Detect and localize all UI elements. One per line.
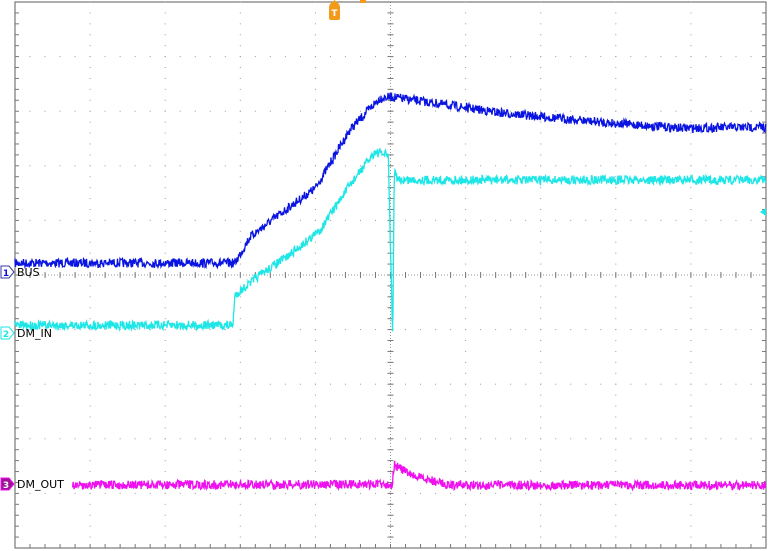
trigger-icon [329, 5, 340, 20]
trace-bus [14, 92, 767, 270]
channel-label: BUS [17, 266, 40, 279]
channel-label: DM_IN [17, 327, 52, 340]
channel-1-marker[interactable]: 1 BUS [0, 265, 40, 279]
channel-2-marker[interactable]: 2 DM_IN [0, 326, 52, 340]
channel-number: 2 [3, 330, 9, 340]
channel-label: DM_OUT [17, 478, 64, 491]
trace-dm-out [71, 460, 767, 492]
trace-dm-in [14, 147, 767, 332]
trigger-position-marker: T [329, 0, 340, 20]
channel-3-marker[interactable]: 3 DM_OUT [0, 477, 64, 491]
horizontal-position-marker [360, 0, 366, 3]
channel-number: 1 [3, 269, 9, 279]
channel-number: 3 [3, 481, 9, 491]
trigger-label: T [331, 9, 338, 19]
trigger-level-arrow-icon [760, 208, 766, 216]
traces [14, 92, 767, 492]
channel-markers: 1 BUS 2 DM_IN 3 DM_OUT [0, 265, 64, 491]
graticule [14, 1, 767, 549]
